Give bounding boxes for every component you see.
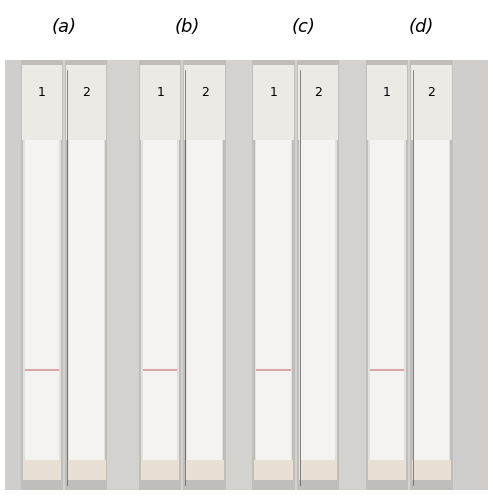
Bar — [368, 140, 406, 470]
Bar — [68, 140, 69, 470]
Text: (a): (a) — [52, 18, 76, 36]
Bar — [183, 60, 226, 490]
Text: 2: 2 — [427, 86, 435, 99]
Bar — [185, 460, 224, 480]
Text: 2: 2 — [201, 86, 209, 99]
Bar — [139, 60, 181, 490]
Text: 2: 2 — [314, 86, 322, 99]
Bar — [104, 140, 105, 470]
Bar — [255, 140, 292, 470]
Bar — [177, 140, 179, 470]
Bar — [255, 140, 256, 470]
Bar — [368, 460, 406, 480]
Bar — [411, 65, 452, 140]
Bar — [67, 460, 106, 480]
Bar — [22, 65, 62, 140]
Bar — [0, 0, 493, 65]
Text: (c): (c) — [291, 18, 315, 36]
Bar — [413, 140, 414, 470]
Bar — [5, 60, 488, 490]
Bar — [297, 60, 339, 490]
Bar — [299, 460, 337, 480]
Bar — [298, 65, 338, 140]
Bar — [23, 140, 61, 470]
Bar — [252, 60, 295, 490]
Bar — [412, 460, 451, 480]
Text: (d): (d) — [409, 18, 434, 36]
Bar — [254, 460, 293, 480]
Bar — [140, 65, 180, 140]
Text: 1: 1 — [383, 86, 391, 99]
Bar — [366, 60, 408, 490]
Bar — [68, 140, 105, 470]
Bar — [368, 140, 370, 470]
Bar — [186, 140, 187, 470]
Bar — [141, 140, 143, 470]
Bar — [222, 140, 223, 470]
Bar — [21, 60, 63, 490]
Bar — [410, 60, 453, 490]
Bar — [39, 60, 454, 490]
Bar — [404, 140, 406, 470]
Bar — [299, 140, 301, 470]
Text: (b): (b) — [175, 18, 200, 36]
Bar — [66, 65, 106, 140]
Bar — [23, 140, 25, 470]
Text: 1: 1 — [156, 86, 164, 99]
Bar — [141, 460, 179, 480]
Text: 1: 1 — [38, 86, 46, 99]
Bar — [65, 60, 107, 490]
Bar — [335, 140, 337, 470]
Bar — [291, 140, 292, 470]
Bar — [367, 65, 407, 140]
Bar — [253, 65, 294, 140]
Text: 2: 2 — [82, 86, 90, 99]
Bar — [449, 140, 450, 470]
Bar — [59, 140, 61, 470]
Bar — [141, 140, 179, 470]
Bar — [184, 65, 225, 140]
Bar — [299, 140, 337, 470]
Bar — [186, 140, 223, 470]
Bar — [413, 140, 450, 470]
Bar — [23, 460, 61, 480]
Text: 1: 1 — [270, 86, 278, 99]
